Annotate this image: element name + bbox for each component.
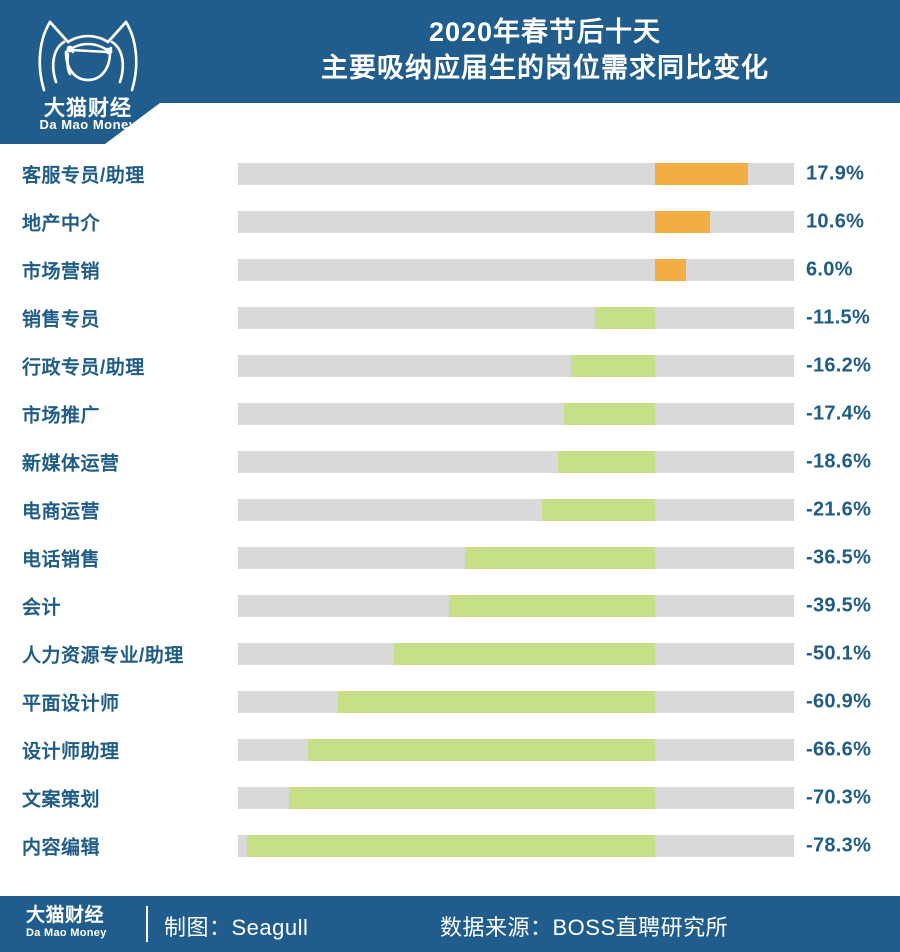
chart-row-track	[238, 643, 794, 665]
chart-row-label: 销售专员	[22, 309, 101, 331]
footer-logo-name-en: Da Mao Money	[26, 927, 107, 939]
chart-row-track	[238, 211, 794, 233]
chart-row: 人力资源专业/助理 -50.1%	[0, 630, 900, 678]
chart-row-track	[238, 403, 794, 425]
chart-row-track	[238, 163, 794, 185]
chart-row-track	[238, 307, 794, 329]
cat-eye-left-icon	[66, 45, 74, 53]
footer-logo-name-cn: 大猫财经	[26, 905, 105, 926]
chart-row-track	[238, 787, 794, 809]
chart-row-track	[238, 835, 794, 857]
chart-row-track	[238, 691, 794, 713]
chart-row-value: -39.5%	[806, 594, 872, 617]
brand-logo: 大猫财经 Da Mao Money	[22, 8, 154, 136]
chart-row: 行政专员/助理 -16.2%	[0, 342, 900, 390]
chart-row-value: -50.1%	[806, 642, 872, 665]
page-title: 2020年春节后十天 主要吸纳应届生的岗位需求同比变化	[321, 17, 769, 83]
chart-row-bar	[558, 451, 655, 473]
chart-row-label: 电商运营	[22, 501, 101, 523]
chart-row: 地产中介 10.6%	[0, 198, 900, 246]
chart-row-bar	[307, 739, 655, 761]
chart-row-label: 内容编辑	[22, 837, 101, 859]
footer-source: 数据来源：BOSS直聘研究所	[440, 915, 729, 940]
chart-row: 内容编辑 -78.3%	[0, 822, 900, 870]
chart-row-bar	[288, 787, 655, 809]
chart-row: 电话销售 -36.5%	[0, 534, 900, 582]
bar-chart: 客服专员/助理 17.9% 地产中介 10.6% 市场营销 6.0% 销售专员 -11.5% 行…	[0, 150, 900, 885]
chart-row: 平面设计师 -60.9%	[0, 678, 900, 726]
chart-row-label: 市场推广	[22, 405, 101, 427]
chart-row-label: 文案策划	[22, 789, 101, 811]
footer-brand-logo: 大猫财经 Da Mao Money	[26, 905, 138, 940]
chart-row-value: -17.4%	[806, 402, 872, 425]
chart-row-value: -21.6%	[806, 498, 872, 521]
chart-row-value: 17.9%	[806, 162, 865, 185]
chart-row-value: -60.9%	[806, 690, 872, 713]
chart-row-label: 会计	[22, 597, 62, 619]
chart-row-bar	[393, 643, 655, 665]
chart-row-track	[238, 499, 794, 521]
chart-row-label: 设计师助理	[22, 741, 120, 763]
chart-row-value: -18.6%	[806, 450, 872, 473]
chart-row-bar	[655, 211, 711, 233]
chart-row-label: 客服专员/助理	[22, 165, 145, 187]
chart-row-bar	[449, 595, 655, 617]
chart-row: 销售专员 -11.5%	[0, 294, 900, 342]
chart-row-bar	[655, 163, 749, 185]
chart-row-track	[238, 451, 794, 473]
page-header	[0, 0, 900, 103]
chart-row: 电商运营 -21.6%	[0, 486, 900, 534]
chart-row: 市场推广 -17.4%	[0, 390, 900, 438]
chart-row-value: -16.2%	[806, 354, 872, 377]
chart-row: 市场营销 6.0%	[0, 246, 900, 294]
chart-row-track	[238, 739, 794, 761]
chart-row-bar	[564, 403, 655, 425]
chart-row-value: 6.0%	[806, 258, 853, 281]
chart-row-label: 行政专员/助理	[22, 357, 145, 379]
chart-row-label: 市场营销	[22, 261, 101, 283]
chart-row-label: 平面设计师	[22, 693, 120, 715]
chart-row-bar	[337, 691, 655, 713]
chart-row-value: 10.6%	[806, 210, 865, 233]
chart-row-bar	[655, 259, 687, 281]
chart-row-label: 地产中介	[22, 213, 101, 235]
chart-row-track	[238, 595, 794, 617]
chart-row: 新媒体运营 -18.6%	[0, 438, 900, 486]
chart-row-track	[238, 355, 794, 377]
chart-row: 会计 -39.5%	[0, 582, 900, 630]
chart-row-track	[238, 259, 794, 281]
chart-row-bar	[595, 307, 655, 329]
chart-row-bar	[464, 547, 655, 569]
logo-name-cn: 大猫财经	[44, 97, 132, 120]
footer-divider	[146, 906, 148, 942]
chart-row-track	[238, 547, 794, 569]
chart-row-value: -66.6%	[806, 738, 872, 761]
footer-credit: 制图：Seagull	[164, 915, 309, 940]
chart-row: 设计师助理 -66.6%	[0, 726, 900, 774]
chart-row-bar	[570, 355, 655, 377]
page-footer: 大猫财经 Da Mao Money 制图：Seagull 数据来源：BOSS直聘…	[0, 896, 900, 952]
chart-row-label: 新媒体运营	[22, 453, 120, 475]
chart-row: 客服专员/助理 17.9%	[0, 150, 900, 198]
chart-row-value: -11.5%	[806, 306, 871, 329]
chart-row-value: -36.5%	[806, 546, 872, 569]
chart-row-value: -70.3%	[806, 786, 872, 809]
logo-name-en: Da Mao Money	[39, 117, 137, 132]
cat-eye-right-icon	[105, 47, 113, 55]
chart-row: 文案策划 -70.3%	[0, 774, 900, 822]
cat-face-logo-icon	[38, 20, 138, 92]
chart-row-label: 人力资源专业/助理	[22, 645, 184, 667]
chart-row-bar	[542, 499, 655, 521]
chart-row-value: -78.3%	[806, 834, 872, 857]
chart-row-label: 电话销售	[22, 549, 101, 571]
chart-row-bar	[246, 835, 655, 857]
